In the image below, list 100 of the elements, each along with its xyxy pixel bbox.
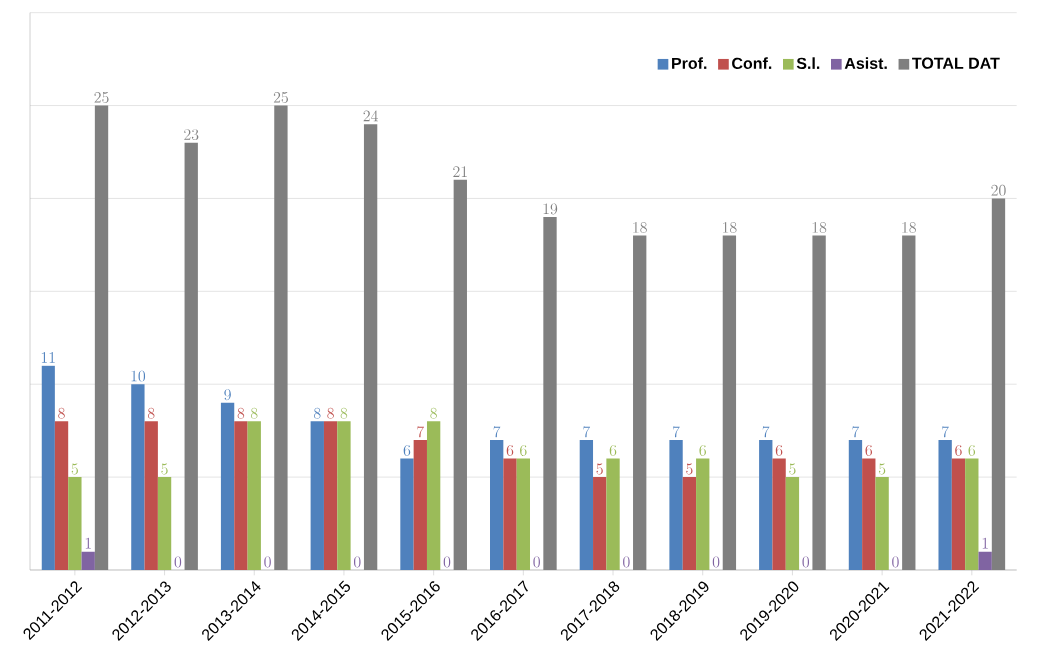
data-label: 8: [314, 407, 321, 419]
data-label: 8: [147, 407, 155, 419]
bar: [543, 217, 557, 570]
data-label: 10: [131, 370, 146, 382]
bar: [579, 439, 594, 570]
data-label: 5: [686, 463, 693, 475]
bar: [413, 439, 427, 570]
data-label: 5: [596, 463, 603, 475]
bar: [606, 458, 620, 570]
data-label: 5: [789, 463, 796, 475]
bar: [696, 458, 710, 570]
data-label: 18: [723, 222, 737, 233]
bar: [682, 477, 697, 570]
bar: [812, 235, 826, 570]
bar: [54, 421, 69, 570]
data-label: 19: [543, 203, 558, 215]
legend-label: S.l.: [796, 57, 820, 70]
data-label: 7: [417, 426, 424, 438]
bar: [363, 124, 378, 570]
bar: [848, 439, 863, 570]
legend-label: Prof.: [672, 57, 707, 70]
data-label: 0: [892, 556, 899, 568]
bar: [220, 402, 235, 570]
bar: [669, 439, 683, 570]
data-label: 20: [991, 184, 1006, 196]
legend-label: Asist.: [844, 57, 887, 70]
data-label: 0: [802, 556, 810, 568]
data-label: 8: [340, 407, 348, 419]
data-label: 6: [775, 444, 783, 456]
bar: [94, 105, 109, 570]
data-label: 25: [273, 91, 288, 103]
bar: [722, 235, 737, 570]
data-label: 0: [354, 556, 361, 568]
data-label: 7: [673, 426, 680, 438]
bar: [938, 439, 952, 570]
data-label: 0: [533, 556, 540, 568]
bar: [68, 477, 82, 570]
bar: [772, 458, 786, 570]
data-label: 5: [71, 463, 78, 475]
data-label: 5: [878, 463, 886, 475]
bar: [902, 235, 916, 570]
data-label: 6: [403, 444, 411, 456]
data-label: 6: [955, 444, 962, 456]
data-label: 0: [712, 556, 720, 568]
bar: [633, 235, 647, 570]
data-label: 7: [583, 426, 591, 438]
bar: [875, 477, 889, 570]
data-label: 7: [493, 426, 501, 438]
bar: [593, 477, 607, 570]
data-label: 7: [942, 426, 949, 438]
data-label: 1: [982, 537, 988, 549]
data-label: 11: [41, 352, 55, 363]
legend-label: Conf.: [732, 57, 772, 70]
data-label: 8: [237, 407, 245, 419]
data-label: 8: [250, 407, 258, 419]
data-label: 1: [85, 537, 91, 549]
data-label: 18: [902, 222, 916, 233]
bar: [503, 458, 517, 570]
data-label: 7: [852, 426, 860, 438]
bar: [323, 421, 338, 570]
data-label: 8: [327, 407, 334, 419]
bar: [978, 551, 992, 570]
data-label: 6: [506, 444, 514, 456]
bar: [234, 421, 248, 570]
data-label: 6: [699, 444, 706, 456]
bar: [247, 421, 261, 570]
data-label: 0: [174, 556, 182, 568]
data-label: 7: [762, 426, 770, 438]
data-label: 18: [633, 222, 647, 233]
legend-label: TOTAL DAT: [912, 57, 1000, 69]
data-label: 0: [443, 556, 451, 568]
data-label: 6: [968, 444, 976, 456]
data-label: 8: [430, 407, 437, 419]
bar: [274, 105, 288, 570]
data-label: 24: [363, 110, 378, 122]
bar: [785, 477, 800, 570]
data-label: 0: [264, 556, 271, 568]
data-label: 21: [453, 166, 467, 177]
data-label: 9: [224, 389, 231, 401]
bar: [453, 179, 467, 570]
bar: [516, 458, 531, 570]
bar: [991, 198, 1006, 570]
data-label: 23: [184, 129, 199, 141]
bar: [400, 458, 414, 570]
data-label: 5: [161, 463, 168, 475]
data-label: 8: [58, 407, 65, 419]
data-label: 6: [865, 444, 873, 456]
bar: [41, 365, 55, 570]
bar: [310, 421, 324, 570]
bar: [144, 421, 158, 570]
bar: [184, 142, 198, 570]
data-label: 6: [520, 444, 527, 456]
data-label: 25: [94, 91, 109, 103]
bar: [131, 384, 145, 570]
bar: [951, 458, 966, 570]
bar: [965, 458, 979, 570]
bar: [490, 439, 504, 570]
bar: [426, 421, 441, 570]
bar: [157, 477, 172, 570]
data-label: 0: [623, 556, 630, 568]
